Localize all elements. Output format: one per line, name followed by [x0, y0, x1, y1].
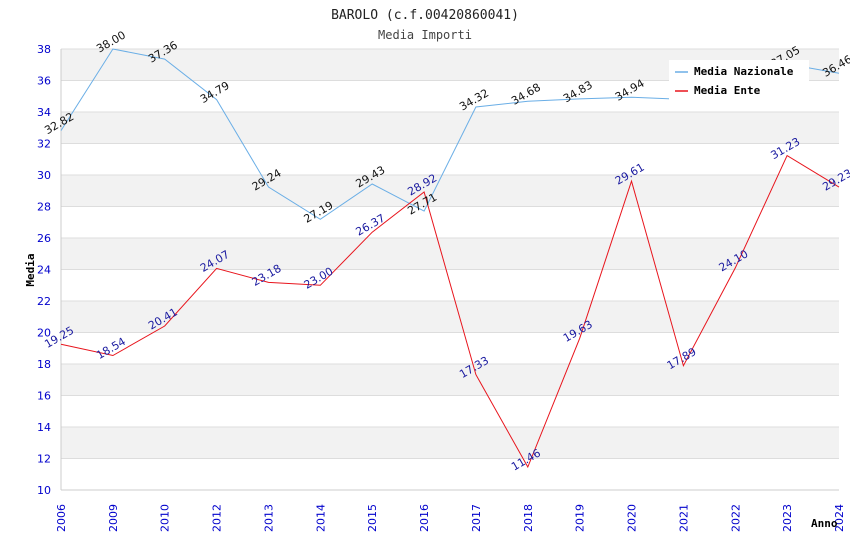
- y-tick-label: 24: [37, 264, 51, 277]
- x-tick-label: 2015: [366, 504, 379, 532]
- x-tick-label: 2006: [55, 504, 68, 532]
- grid-bands: [60, 48, 839, 491]
- y-tick-label: 22: [37, 295, 51, 308]
- x-tick-label: 2012: [211, 504, 224, 532]
- grid-band: [61, 427, 839, 459]
- legend-label-media-ente: Media Ente: [694, 84, 761, 97]
- grid-band: [61, 112, 839, 144]
- legend-label-media-nazionale: Media Nazionale: [694, 65, 794, 78]
- grid-band: [61, 238, 839, 270]
- x-tick-label: 2009: [107, 504, 120, 532]
- y-tick-label: 20: [37, 327, 51, 340]
- legend: Media Nazionale Media Ente: [669, 60, 809, 102]
- y-tick-label: 36: [37, 75, 51, 88]
- chart-title: BAROLO (c.f.00420860041): [331, 8, 519, 23]
- grid-band: [61, 332, 839, 364]
- y-axis: 10 12 14 16 18 20 22 24 26 28 30 32 34 36 38: [37, 43, 51, 497]
- x-tick-label: 2024: [833, 504, 846, 532]
- x-tick-label: 2016: [418, 504, 431, 532]
- grid-band: [61, 206, 839, 238]
- x-tick-label: 2019: [574, 504, 587, 532]
- grid-band: [61, 175, 839, 207]
- y-tick-label: 10: [37, 484, 51, 497]
- y-tick-label: 18: [37, 358, 51, 371]
- y-tick-label: 12: [37, 453, 51, 466]
- y-tick-label: 14: [37, 421, 51, 434]
- x-tick-label: 2018: [522, 504, 535, 532]
- x-tick-label: 2013: [262, 504, 275, 532]
- chart-subtitle: Media Importi: [378, 28, 472, 42]
- x-tick-label: 2010: [159, 504, 172, 532]
- y-tick-label: 30: [37, 169, 51, 182]
- x-tick-label: 2023: [781, 504, 794, 532]
- x-axis-label: Anno: [811, 517, 838, 530]
- y-tick-label: 28: [37, 201, 51, 214]
- x-tick-label: 2022: [729, 504, 742, 532]
- grid-band: [61, 364, 839, 396]
- grid-band: [61, 458, 839, 490]
- x-axis: 2006 2009 2010 2012 2013 2014 2015 2016 2017 2018…: [55, 504, 846, 532]
- x-tick-label: 2017: [470, 504, 483, 532]
- x-tick-label: 2021: [677, 504, 690, 532]
- y-tick-label: 34: [37, 106, 51, 119]
- y-tick-label: 26: [37, 232, 51, 245]
- x-tick-label: 2014: [314, 504, 327, 532]
- grid-band: [61, 269, 839, 301]
- series-line-media-ente: [60, 154, 840, 469]
- grid-band: [61, 395, 839, 427]
- y-tick-label: 16: [37, 390, 51, 403]
- y-tick-label: 32: [37, 138, 51, 151]
- y-tick-label: 38: [37, 43, 51, 56]
- legend-background: [669, 60, 809, 102]
- y-axis-label: Media: [24, 253, 37, 286]
- x-tick-label: 2020: [626, 504, 639, 532]
